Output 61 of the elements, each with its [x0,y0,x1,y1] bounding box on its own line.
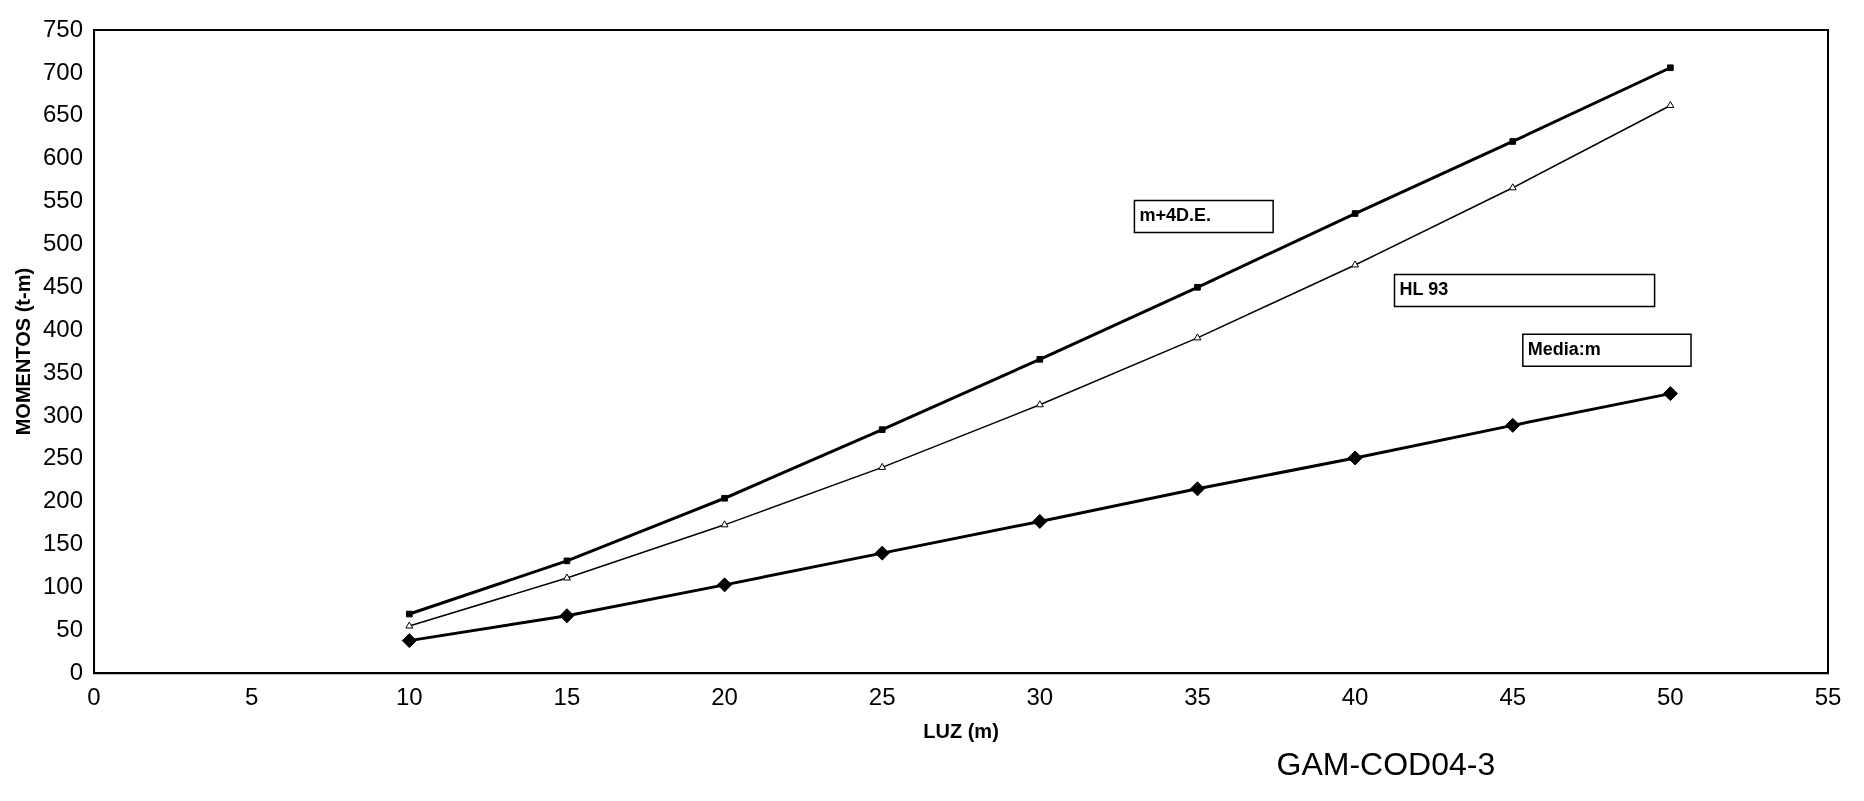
text: m+4D.E. [1139,205,1211,226]
point [878,426,886,433]
y-axis-title: MOMENTOS (t-m) [11,267,34,436]
y-tick-label: 300 [43,400,84,428]
y-tick-label: 550 [43,186,84,214]
x-tick-label: 35 [1184,683,1211,711]
point [405,621,414,629]
point [717,577,733,593]
point [878,462,887,470]
y-tick-label: 500 [43,229,84,257]
x-tick-label: 50 [1657,683,1684,711]
x-tick-label: 10 [395,683,423,711]
point [1509,138,1517,145]
y-tick-label: 200 [43,486,84,514]
point [1036,355,1044,363]
y-tick-label: 700 [43,57,84,85]
point [1351,210,1359,217]
point [563,557,571,565]
point [1347,450,1363,466]
point [562,573,571,581]
x-tick-label: 5 [245,683,259,711]
point [405,610,413,618]
point [1351,260,1360,268]
point [1662,386,1678,402]
point [401,633,417,649]
y-tick-label: 100 [43,572,84,600]
y-tick-label: 150 [43,529,84,557]
y-tick-label: 650 [43,100,84,128]
point [1194,283,1201,291]
x-axis-title: LUZ (m) [923,719,999,742]
x-tick-label: 20 [711,683,738,711]
x-tick-label: 55 [1814,683,1842,711]
text: Media:m [1527,339,1601,360]
y-tick-label: 250 [43,443,84,471]
x-tick-label: 30 [1026,683,1054,711]
x-tick-label: 45 [1499,683,1527,711]
point [1508,183,1517,191]
x-tick-label: 0 [87,683,101,711]
point [1035,400,1044,408]
y-tick-label: 50 [56,614,84,642]
point [1505,417,1521,433]
y-tick-label: 450 [43,271,84,299]
point [1032,513,1048,529]
series-label: HL 93 [1399,279,1449,300]
y-tick-label: 750 [43,14,84,42]
point [1667,64,1674,72]
point [874,545,890,561]
x-tick-label: 15 [553,683,581,711]
x-tick-label: 40 [1341,683,1369,711]
y-tick-label: 400 [43,314,84,342]
point [559,608,575,624]
y-tick-label: 0 [69,657,84,685]
point [721,494,728,502]
point [720,520,729,528]
point [1189,481,1205,497]
text: GAM-COD04-3 [1276,745,1496,782]
point [1666,100,1675,108]
y-tick-label: 350 [43,357,84,385]
point [1193,333,1202,341]
y-tick-label: 600 [43,143,84,171]
x-tick-label: 25 [868,683,896,711]
